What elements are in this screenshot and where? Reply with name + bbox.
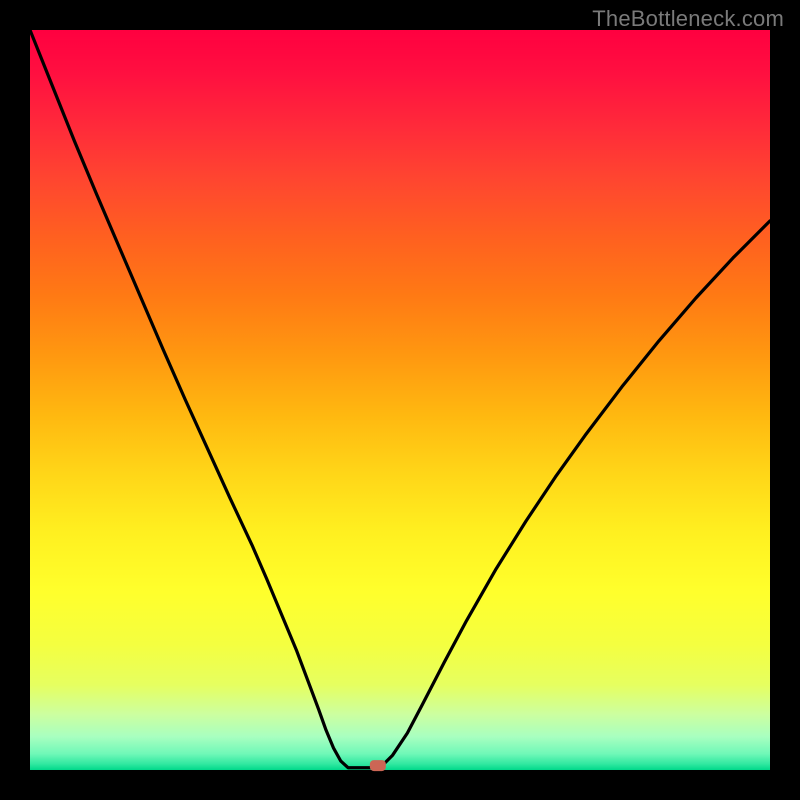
chart-frame bbox=[30, 30, 770, 770]
curve-path bbox=[30, 30, 770, 768]
optimal-marker bbox=[370, 760, 386, 772]
bottleneck-curve bbox=[30, 30, 770, 770]
plot-area bbox=[30, 30, 770, 770]
watermark-text: TheBottleneck.com bbox=[592, 6, 784, 32]
